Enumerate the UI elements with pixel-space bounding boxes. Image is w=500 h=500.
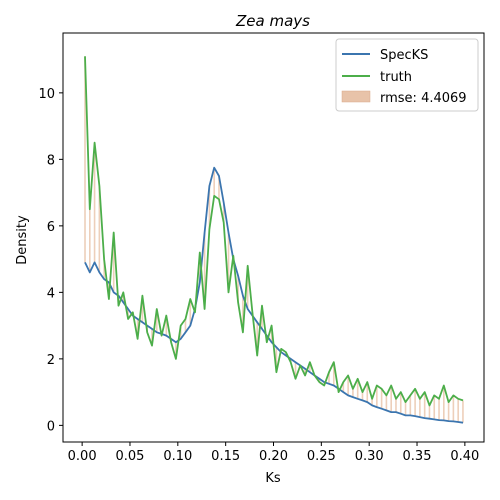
legend-box bbox=[335, 38, 479, 112]
x-tick-label: 0.10 bbox=[163, 449, 192, 464]
chart-title: Zea mays bbox=[235, 12, 310, 30]
x-tick-label: 0.30 bbox=[355, 449, 384, 464]
x-axis-label: Ks bbox=[265, 471, 281, 486]
series-line-truth bbox=[84, 56, 464, 407]
x-tick-label: 0.20 bbox=[259, 449, 288, 464]
y-tick-label: 8 bbox=[47, 153, 55, 168]
x-tick-label: 0.15 bbox=[211, 449, 240, 464]
y-tick-label: 4 bbox=[47, 286, 55, 301]
x-tick-label: 0.25 bbox=[307, 449, 336, 464]
y-tick-label: 0 bbox=[47, 419, 55, 434]
y-tick-label: 6 bbox=[47, 220, 55, 235]
legend-label-rmse: rmse: 4.4069 bbox=[380, 91, 467, 106]
x-tick-label: 0.00 bbox=[68, 449, 97, 464]
legend-label-truth: truth bbox=[380, 70, 412, 85]
legend: SpecKS truth rmse: 4.4069 bbox=[335, 38, 479, 112]
y-tick-label: 10 bbox=[38, 87, 55, 102]
y-axis: 0 2 4 6 8 10 bbox=[38, 87, 63, 434]
x-axis: 0.00 0.05 0.10 0.15 0.20 0.25 0.30 0.35 0.40 bbox=[68, 442, 479, 464]
x-tick-label: 0.35 bbox=[403, 449, 432, 464]
plot-area bbox=[84, 56, 464, 424]
y-axis-label: Density bbox=[15, 215, 30, 265]
x-tick-label: 0.40 bbox=[450, 449, 479, 464]
legend-label-speck: SpecKS bbox=[380, 48, 428, 63]
legend-swatch-rmse bbox=[341, 90, 371, 103]
y-tick-label: 2 bbox=[47, 353, 55, 368]
x-tick-label: 0.05 bbox=[116, 449, 145, 464]
